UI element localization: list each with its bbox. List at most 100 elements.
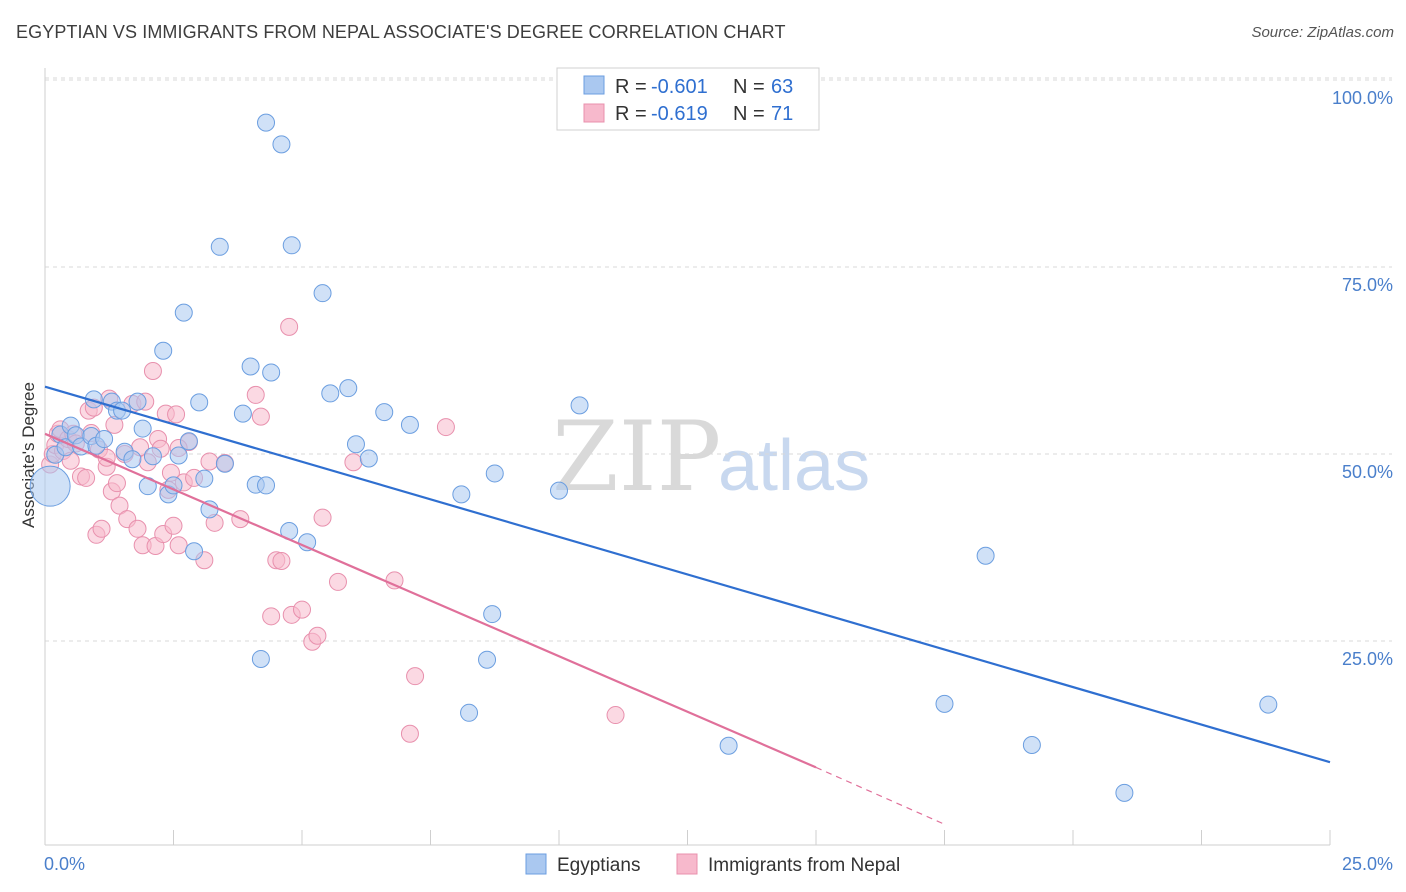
watermark-atlas: atlas — [718, 426, 870, 506]
watermark: ZIP atlas — [552, 401, 870, 513]
nepal-point — [606, 706, 625, 725]
y-axis-tick-labels: 100.0% 75.0% 50.0% 25.0% — [1332, 88, 1393, 669]
nepal-point — [385, 571, 404, 590]
egyptians-point — [174, 303, 193, 322]
nepal-point — [110, 496, 129, 515]
legend-n-label-2: N = — [733, 103, 765, 125]
legend-r-label-2: R = — [615, 103, 647, 125]
egyptians-point — [550, 481, 568, 500]
egyptians-point — [95, 430, 114, 449]
egyptians-point — [133, 419, 152, 438]
egyptians-point — [976, 546, 995, 565]
series-egyptians-points — [29, 113, 1278, 802]
egyptians-point — [321, 384, 340, 403]
x-tick-label: 25.0% — [1342, 854, 1393, 874]
legend-swatch-nepal-bottom — [676, 853, 698, 875]
nepal-point — [169, 536, 188, 555]
egyptians-point — [257, 113, 276, 132]
y-tick-label: 100.0% — [1332, 88, 1393, 108]
egyptians-point — [1115, 783, 1134, 802]
nepal-point — [308, 626, 327, 645]
legend-r-label-1: R = — [615, 76, 647, 98]
nepal-point — [246, 385, 265, 404]
nepal-point — [200, 452, 219, 471]
nepal-point — [406, 667, 425, 686]
trend-lines — [44, 385, 1331, 825]
legend-swatch-egyptians — [583, 75, 605, 95]
nepal-point — [251, 407, 270, 426]
egyptians-point — [719, 736, 738, 755]
y-tick-label: 50.0% — [1342, 462, 1393, 482]
egyptians-point — [233, 404, 252, 423]
chart-title: EGYPTIAN VS IMMIGRANTS FROM NEPAL ASSOCI… — [16, 22, 786, 42]
y-axis-label: Associate's Degree — [19, 382, 38, 528]
legend-n-label-1: N = — [733, 76, 765, 98]
y-tick-label: 25.0% — [1342, 649, 1393, 669]
x-axis-ticks — [44, 830, 1331, 845]
egyptians-point — [570, 396, 589, 415]
legend-r-value-1: -0.601 — [651, 76, 708, 98]
egyptians-point — [262, 363, 281, 382]
egyptians-point — [123, 450, 142, 469]
series-legend: Egyptians Immigrants from Nepal — [525, 853, 900, 876]
egyptians-point — [185, 542, 204, 561]
egyptians-point — [346, 435, 365, 454]
egyptians-point — [29, 465, 71, 507]
nepal-point — [293, 600, 311, 619]
legend-swatch-nepal — [583, 103, 605, 123]
egyptians-point — [339, 379, 358, 398]
legend-n-value-2: 71 — [771, 103, 793, 125]
legend-n-value-1: 63 — [771, 76, 793, 98]
egyptians-point — [375, 403, 394, 422]
nepal-point — [272, 551, 291, 570]
legend-label-nepal: Immigrants from Nepal — [708, 855, 900, 876]
nepal-point — [77, 468, 96, 487]
egyptians-point — [272, 135, 291, 154]
egyptians-point — [128, 392, 147, 411]
legend-label-egyptians: Egyptians — [557, 855, 640, 876]
egyptians-point — [215, 454, 234, 473]
y-tick-label: 75.0% — [1342, 275, 1393, 295]
nepal-point — [143, 361, 162, 380]
egyptians-point — [460, 703, 479, 722]
legend-swatch-egyptians-bottom — [525, 853, 547, 875]
egyptians-point — [257, 476, 276, 495]
nepal-point — [128, 519, 147, 538]
egyptians-point — [1022, 735, 1041, 754]
egyptians-point — [195, 469, 214, 488]
nepal-point — [164, 516, 183, 535]
egyptians-point — [241, 357, 260, 376]
nepal-point — [344, 453, 363, 472]
nepal-point — [107, 474, 126, 493]
nepal-trend-extension — [815, 766, 945, 825]
egyptians-point — [1259, 695, 1278, 714]
egyptians-point — [478, 650, 497, 669]
nepal-point — [167, 405, 186, 424]
egyptians-point — [179, 432, 198, 451]
nepal-point — [280, 317, 299, 336]
egyptians-point — [169, 446, 188, 465]
egyptians-point — [452, 485, 471, 504]
egyptians-point — [154, 341, 173, 360]
egyptians-point — [935, 694, 954, 713]
egyptians-point — [400, 415, 419, 434]
correlation-legend: R = -0.601 N = 63 R = -0.619 N = 71 — [556, 67, 820, 131]
nepal-point — [400, 724, 419, 743]
egyptians-point — [313, 284, 332, 303]
nepal-point — [262, 607, 281, 626]
nepal-point — [92, 519, 111, 538]
egyptians-point — [483, 605, 502, 624]
nepal-point — [328, 572, 347, 591]
egyptians-point — [485, 464, 504, 483]
egyptians-point — [359, 449, 378, 468]
egyptians-point — [210, 237, 229, 256]
egyptians-point — [143, 447, 162, 466]
source-label: Source: ZipAtlas.com — [1251, 24, 1394, 41]
legend-r-value-2: -0.619 — [651, 103, 708, 125]
egyptians-point — [190, 393, 209, 412]
egyptians-trend-line — [44, 385, 1331, 764]
watermark-zip: ZIP — [552, 401, 721, 513]
nepal-point — [436, 418, 455, 437]
egyptians-point — [251, 649, 270, 668]
